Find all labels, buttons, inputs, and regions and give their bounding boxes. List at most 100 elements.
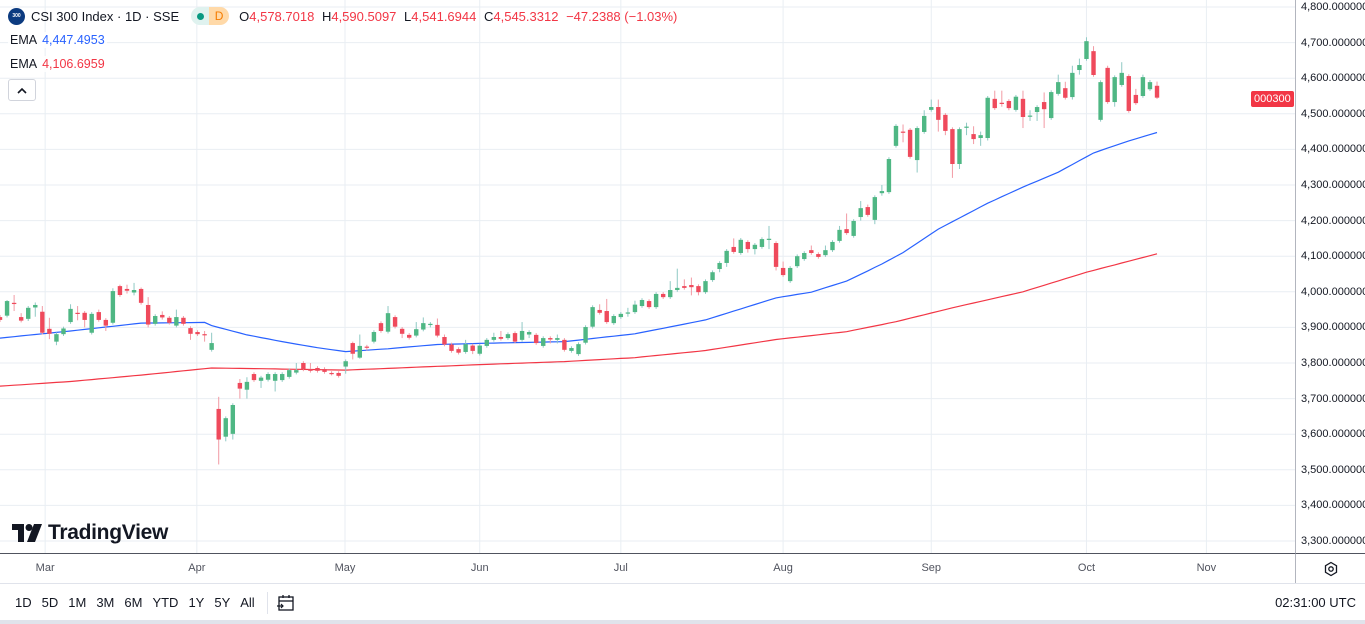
candle-up: [957, 129, 962, 164]
candle-up: [851, 220, 856, 236]
candle-up: [272, 374, 278, 381]
candle-down: [936, 107, 941, 120]
clock-timezone[interactable]: 02:31:00 UTC: [1275, 595, 1356, 610]
candle-up: [357, 345, 363, 358]
candle-up: [879, 191, 885, 194]
candle-up: [1034, 107, 1040, 113]
candle-up: [583, 327, 588, 343]
candle-up: [886, 159, 892, 193]
symbol-title[interactable]: CSI 300 Index · 1D · SSE: [31, 8, 180, 24]
candle-down: [301, 363, 306, 370]
candle-down: [145, 304, 151, 325]
price-tick-label: 3,600.000000: [1301, 428, 1365, 441]
candle-down: [167, 317, 172, 323]
collapse-legend-button[interactable]: [8, 79, 36, 101]
price-tick-label: 3,500.000000: [1301, 463, 1365, 476]
time-tick-label: Aug: [773, 562, 793, 574]
candle-down: [378, 323, 384, 331]
candle-up: [371, 332, 377, 342]
tradingview-logo[interactable]: TradingView: [12, 521, 168, 545]
candle-down: [1154, 85, 1160, 98]
candle-down: [11, 302, 17, 305]
range-button-6m[interactable]: 6M: [124, 595, 143, 610]
candle-down: [1041, 102, 1047, 110]
market-open-dot-icon: [191, 7, 210, 25]
candle-down: [442, 337, 447, 345]
candle-up: [287, 370, 292, 377]
candle-up: [795, 256, 800, 267]
candle-up: [724, 250, 729, 263]
candle-up: [491, 337, 497, 340]
candle-up: [131, 290, 137, 293]
candle-up: [54, 334, 59, 342]
candle-down: [999, 102, 1005, 104]
change-value: −47.2388 (−1.03%): [566, 8, 678, 24]
time-axis[interactable]: Mar Apr May Jun Jul Aug Sep Oct Nov: [0, 553, 1295, 583]
candle-down: [512, 333, 518, 342]
range-button-ytd[interactable]: YTD: [152, 595, 179, 610]
ema-fast-legend[interactable]: EMA 4,447.4953: [8, 32, 107, 48]
candle-up: [477, 345, 482, 354]
price-tick-label: 4,500.000000: [1301, 107, 1365, 120]
candle-down: [0, 317, 3, 320]
candle-down: [900, 131, 906, 133]
candle-up: [1084, 41, 1089, 59]
candle-down: [40, 311, 45, 333]
candle-up: [414, 329, 419, 336]
candle-down: [308, 369, 313, 371]
candle-up: [223, 418, 228, 437]
candle-up: [209, 343, 214, 350]
price-axis[interactable]: [1295, 0, 1365, 553]
toolbar-divider: [266, 591, 268, 614]
candle-up: [343, 361, 348, 367]
candle-down: [75, 312, 80, 315]
candle-down: [1063, 88, 1068, 98]
candle-down: [216, 408, 221, 440]
range-button-5y[interactable]: 5Y: [214, 595, 231, 610]
candle-down: [562, 339, 567, 350]
price-tick-label: 3,400.000000: [1301, 499, 1365, 512]
price-tick-label: 4,300.000000: [1301, 179, 1365, 191]
range-button-3m[interactable]: 3M: [96, 595, 115, 610]
ema-slow-legend[interactable]: EMA 4,106.6959: [8, 56, 107, 72]
candle-down: [745, 241, 751, 250]
ema-slow-line: [0, 253, 1158, 387]
candle-down: [237, 382, 243, 389]
chart-settings-button[interactable]: [1295, 553, 1365, 583]
candle-up: [625, 312, 631, 314]
candle-up: [922, 115, 927, 132]
candle-up: [985, 97, 990, 139]
range-button-5d[interactable]: 5D: [41, 595, 59, 610]
candle-down: [548, 338, 553, 340]
market-status-badge[interactable]: D: [191, 7, 230, 25]
candle-down: [392, 317, 398, 327]
range-button-1d[interactable]: 1D: [15, 595, 32, 610]
candle-up: [837, 229, 842, 241]
candle-up: [830, 241, 835, 251]
candle-up: [4, 301, 10, 316]
candle-up: [110, 291, 116, 323]
candle-up: [1070, 72, 1075, 98]
high-value: 4,590.5097: [331, 8, 397, 24]
ema-fast-line: [0, 131, 1158, 353]
candle-up: [675, 287, 680, 291]
candle-up: [463, 344, 468, 352]
range-button-1y[interactable]: 1Y: [188, 595, 205, 610]
candle-down: [660, 293, 666, 298]
candle-down: [533, 334, 539, 344]
range-button-1m[interactable]: 1M: [68, 595, 87, 610]
price-tick-label: 4,100.000000: [1301, 250, 1365, 263]
candle-up: [541, 338, 546, 346]
candle-up: [759, 239, 765, 247]
candle-up: [964, 126, 969, 128]
close-value: 4,545.3312: [493, 8, 559, 24]
candle-down: [689, 285, 694, 288]
calendar-goto-icon[interactable]: [276, 593, 296, 613]
price-chart[interactable]: [0, 0, 1295, 553]
range-button-all[interactable]: All: [240, 595, 255, 610]
candle-down: [907, 129, 913, 157]
candle-up: [668, 290, 673, 298]
candle-up: [893, 125, 899, 146]
ema-slow-value: 4,106.6959: [42, 57, 105, 71]
candle-up: [505, 334, 511, 339]
